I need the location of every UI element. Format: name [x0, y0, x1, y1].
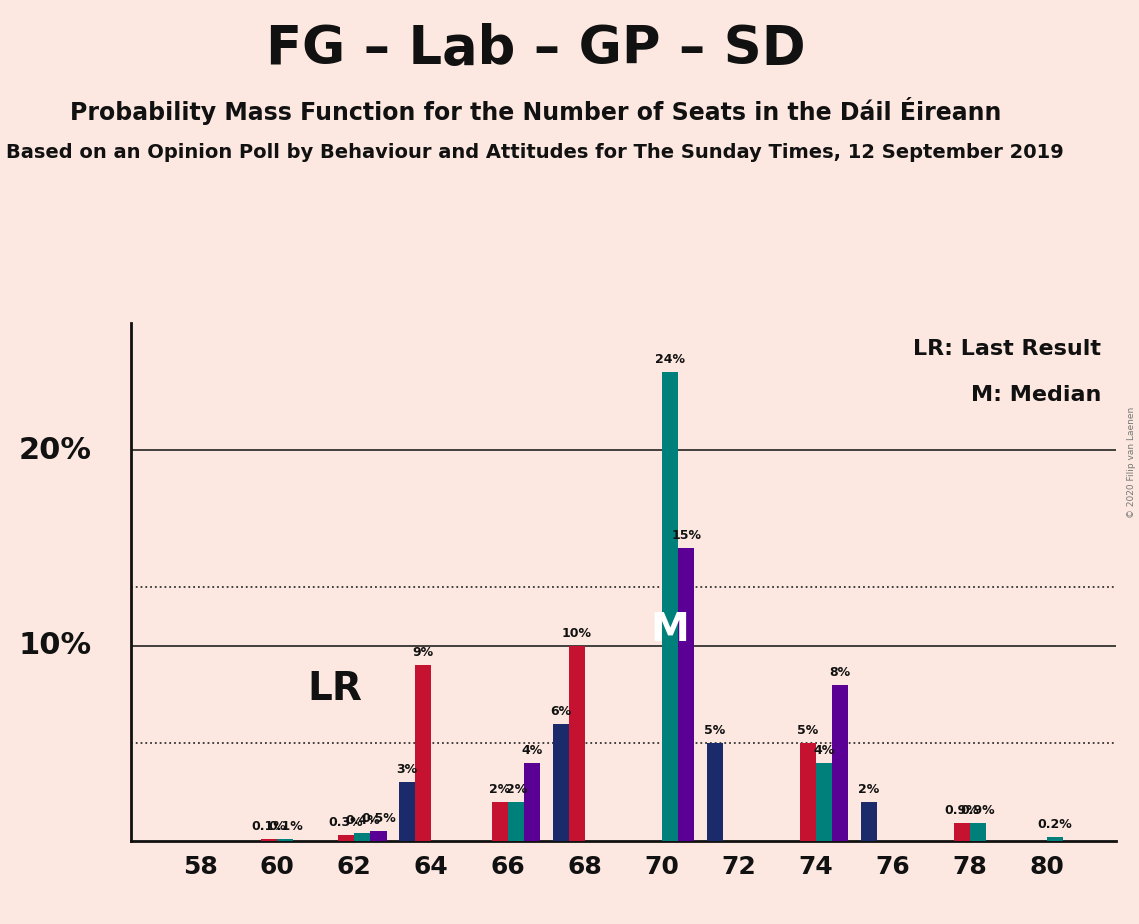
Bar: [524, 762, 541, 841]
Text: 20%: 20%: [18, 436, 91, 465]
Text: 0.9%: 0.9%: [944, 805, 980, 818]
Bar: [552, 723, 570, 841]
Text: 8%: 8%: [829, 666, 851, 679]
Bar: [370, 831, 386, 841]
Bar: [833, 685, 849, 841]
Text: FG – Lab – GP – SD: FG – Lab – GP – SD: [265, 23, 805, 75]
Text: 2%: 2%: [858, 783, 879, 796]
Text: M: M: [650, 611, 689, 649]
Text: 0.5%: 0.5%: [361, 812, 396, 825]
Text: 3%: 3%: [396, 763, 418, 776]
Bar: [399, 783, 415, 841]
Bar: [277, 839, 294, 841]
Text: LR: Last Result: LR: Last Result: [913, 339, 1101, 359]
Text: 5%: 5%: [704, 724, 726, 737]
Bar: [800, 743, 816, 841]
Bar: [953, 823, 970, 841]
Bar: [970, 823, 986, 841]
Text: Based on an Opinion Poll by Behaviour and Attitudes for The Sunday Times, 12 Sep: Based on an Opinion Poll by Behaviour an…: [6, 143, 1064, 163]
Text: 5%: 5%: [797, 724, 819, 737]
Bar: [706, 743, 723, 841]
Bar: [1047, 837, 1063, 841]
Bar: [816, 762, 833, 841]
Bar: [508, 802, 524, 841]
Text: 6%: 6%: [550, 705, 572, 718]
Bar: [570, 646, 585, 841]
Text: 10%: 10%: [18, 631, 91, 660]
Text: LR: LR: [308, 670, 362, 708]
Text: 4%: 4%: [522, 744, 543, 757]
Text: 0.1%: 0.1%: [252, 820, 287, 833]
Bar: [338, 835, 354, 841]
Text: © 2020 Filip van Laenen: © 2020 Filip van Laenen: [1126, 407, 1136, 517]
Text: 0.1%: 0.1%: [268, 820, 303, 833]
Text: 9%: 9%: [412, 646, 434, 659]
Bar: [662, 372, 678, 841]
Text: 0.2%: 0.2%: [1038, 818, 1073, 831]
Bar: [261, 839, 277, 841]
Text: 0.3%: 0.3%: [329, 816, 363, 829]
Bar: [861, 802, 877, 841]
Text: 0.4%: 0.4%: [345, 814, 379, 827]
Bar: [415, 665, 432, 841]
Text: 24%: 24%: [655, 353, 686, 366]
Text: Probability Mass Function for the Number of Seats in the Dáil Éireann: Probability Mass Function for the Number…: [69, 97, 1001, 125]
Text: 2%: 2%: [506, 783, 527, 796]
Bar: [354, 833, 370, 841]
Text: 10%: 10%: [562, 626, 592, 639]
Text: M: Median: M: Median: [972, 385, 1101, 406]
Text: 2%: 2%: [490, 783, 510, 796]
Bar: [492, 802, 508, 841]
Text: 4%: 4%: [813, 744, 835, 757]
Text: 15%: 15%: [671, 529, 702, 542]
Bar: [678, 548, 695, 841]
Text: 0.9%: 0.9%: [960, 805, 995, 818]
